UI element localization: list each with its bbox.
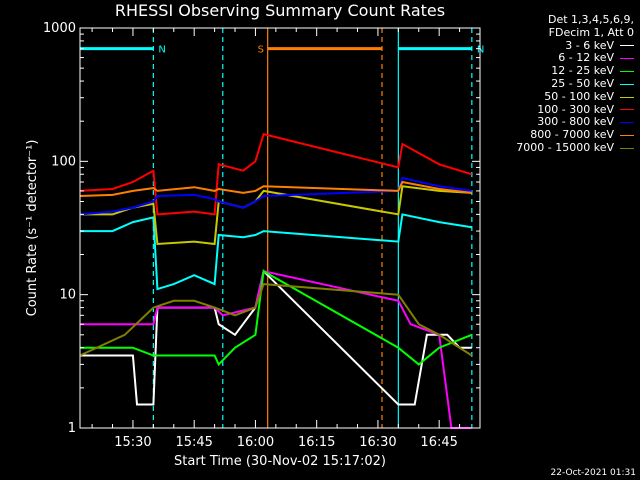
x-tick-label: 16:45 xyxy=(420,435,457,450)
legend-entry: 12 - 25 keV xyxy=(464,64,634,78)
y-tick-label: 10 xyxy=(59,288,76,303)
x-tick-label: 16:15 xyxy=(298,435,335,450)
legend-entry: 100 - 300 keV xyxy=(464,102,634,117)
series-line xyxy=(79,132,473,216)
legend-label: 100 - 300 keV xyxy=(537,102,614,116)
y-tick-label: 1 xyxy=(68,421,76,436)
axes xyxy=(79,27,481,429)
series-line xyxy=(79,270,472,429)
legend-swatch xyxy=(620,45,634,47)
annotation-label: N xyxy=(158,45,165,56)
x-axis-label: Start Time (30-Nov-02 15:17:02) xyxy=(174,454,386,469)
mode-annotations: N NS xyxy=(79,45,484,56)
legend-entry: 7000 - 15000 keV xyxy=(464,140,634,155)
annotation-label: S xyxy=(258,45,264,56)
y-tick-label: 1000 xyxy=(43,21,76,36)
y-tick-label: 100 xyxy=(51,154,76,169)
series-line xyxy=(79,180,472,197)
series-line xyxy=(79,269,472,406)
legend-swatch xyxy=(620,83,634,85)
legend-entry: 3 - 6 keV xyxy=(464,38,634,53)
legend-header-line: FDecim 1, Att 0 xyxy=(548,25,634,39)
series-line xyxy=(79,283,473,357)
legend-swatch xyxy=(620,96,634,98)
y-axis-label: Count Rate (s⁻¹ detector⁻¹) xyxy=(25,140,40,317)
x-tick-label: 16:00 xyxy=(237,435,274,450)
legend-entries: 3 - 6 keV 6 - 12 keV 12 - 25 keV 25 - 50 ke… xyxy=(464,38,634,155)
vertical-markers xyxy=(152,28,473,428)
legend-swatch xyxy=(620,71,634,73)
x-tick-label: 15:45 xyxy=(175,435,212,450)
x-tick-label: 15:30 xyxy=(114,435,151,450)
series-line xyxy=(79,176,472,216)
legend-entry: 25 - 50 keV xyxy=(464,76,634,91)
series-lines xyxy=(79,132,473,429)
legend-swatch xyxy=(620,135,634,137)
series-line xyxy=(79,213,472,291)
legend-header-line: Det 1,3,4,5,6,9, xyxy=(547,13,634,26)
legend-swatch xyxy=(620,147,634,149)
ticks: 1 10 100 1000 15:30 15:45 16:00 16:15 16:30 16:45… xyxy=(25,21,481,450)
legend-entry: 50 - 100 keV xyxy=(464,89,634,104)
legend: Det 1,3,4,5,6,9, FDecim 1, Att 0 3 - 6 k… xyxy=(464,13,634,155)
series-line xyxy=(79,269,473,367)
legend-label: 25 - 50 keV xyxy=(551,76,614,90)
legend-entry: 300 - 800 keV xyxy=(464,116,634,129)
legend-label: 50 - 100 keV xyxy=(544,89,614,103)
legend-swatch xyxy=(620,58,634,60)
legend-label: 6 - 12 keV xyxy=(558,51,614,65)
generated-timestamp: 22-Oct-2021 01:31 xyxy=(550,468,636,478)
legend-entry: 800 - 7000 keV xyxy=(464,128,634,142)
chart-title: RHESSI Observing Summary Count Rates xyxy=(114,1,446,20)
annotation-label: N xyxy=(477,45,484,56)
legend-label: 800 - 7000 keV xyxy=(530,128,614,142)
x-tick-label: 16:30 xyxy=(359,435,396,450)
plot-frame xyxy=(79,27,481,429)
legend-label: 12 - 25 keV xyxy=(551,64,614,78)
legend-entry: 6 - 12 keV xyxy=(464,52,634,65)
legend-label: 300 - 800 keV xyxy=(537,115,614,129)
legend-swatch xyxy=(620,122,634,124)
legend-label: 3 - 6 keV xyxy=(565,38,614,52)
legend-swatch xyxy=(620,109,634,111)
legend-label: 7000 - 15000 keV xyxy=(516,140,614,154)
